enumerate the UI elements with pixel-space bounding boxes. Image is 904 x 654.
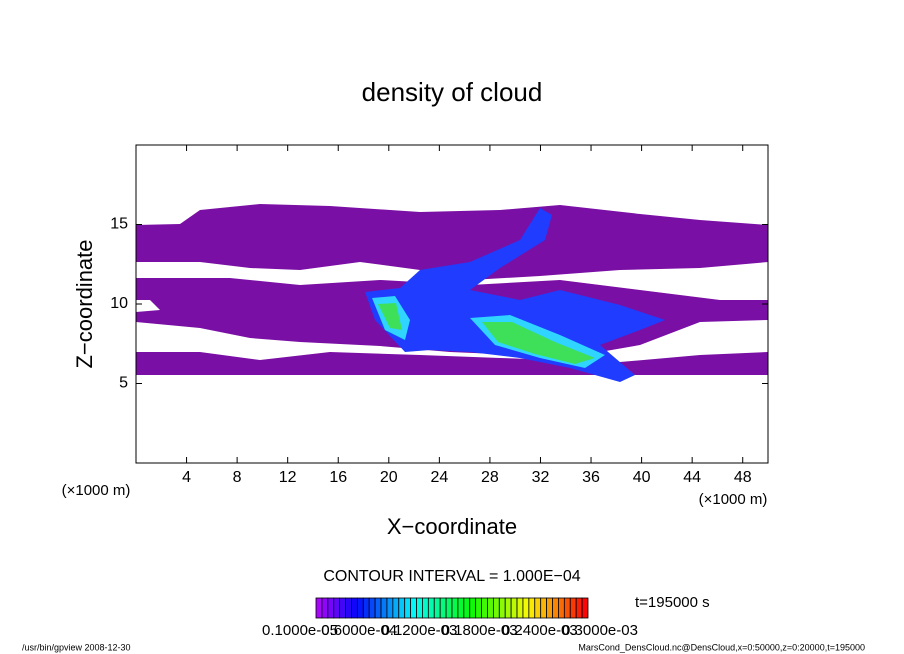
- colorbar-cell: [398, 597, 406, 619]
- x-tick-label: 24: [430, 469, 448, 486]
- chart-title: density of cloud: [362, 77, 543, 107]
- colorbar-cell: [410, 597, 417, 619]
- colorbar-cell: [563, 597, 571, 619]
- x-unit-label: (×1000 m): [699, 491, 768, 508]
- x-axis-label: X−coordinate: [387, 514, 517, 539]
- x-tick-label: 8: [233, 469, 242, 486]
- colorbar-cell: [569, 597, 577, 619]
- colorbar-cell: [351, 597, 358, 619]
- colorbar-cell: [356, 597, 364, 619]
- x-tick-label: 28: [481, 469, 499, 486]
- colorbar-tick-label: 0.1800e-03: [442, 622, 518, 639]
- colorbar-cell: [392, 597, 400, 619]
- colorbar-cell: [581, 597, 589, 619]
- colorbar-cell: [333, 597, 341, 619]
- colorbar-cell: [504, 597, 512, 619]
- colorbar-cell: [510, 597, 518, 619]
- colorbar-cell: [315, 597, 323, 619]
- colorbar-cell: [540, 597, 548, 619]
- cloud-field: [136, 204, 768, 382]
- colorbar-cell: [380, 597, 388, 619]
- colorbar-cell: [427, 597, 435, 619]
- y-tick-label: 5: [119, 375, 128, 392]
- x-tick-label: 44: [683, 469, 701, 486]
- colorbar-cell: [487, 597, 494, 619]
- x-tick-label: 4: [182, 469, 191, 486]
- cloud-core: [378, 303, 595, 364]
- colorbar-cell: [321, 597, 329, 619]
- colorbar-cell: [558, 597, 565, 619]
- colorbar-tick-label: 0.1200e-03: [381, 622, 457, 639]
- cloud-region: [136, 352, 768, 375]
- x-tick-label: 36: [582, 469, 600, 486]
- colorbar-tick-label: 0.1000e-05: [262, 622, 338, 639]
- colorbar-cell: [339, 597, 346, 619]
- colorbar: 0.1000e-050.6000e-040.1200e-030.1800e-03…: [262, 597, 638, 639]
- cloud-region: [136, 204, 768, 280]
- colorbar-cell: [492, 597, 500, 619]
- colorbar-cell: [552, 597, 559, 619]
- colorbar-cell: [345, 597, 352, 619]
- colorbar-cell: [481, 597, 488, 619]
- colorbar-cell: [445, 597, 453, 619]
- colorbar-cell: [516, 597, 524, 619]
- x-tick-label: 40: [633, 469, 651, 486]
- colorbar-cell: [575, 597, 583, 619]
- x-tick-label: 16: [329, 469, 347, 486]
- y-axis-label: Z−coordinate: [72, 239, 97, 368]
- time-label: t=195000 s: [635, 594, 710, 611]
- footer-right: MarsCond_DensCloud.nc@DensCloud,x=0:5000…: [578, 642, 865, 652]
- colorbar-cell: [439, 597, 447, 619]
- colorbar-tick-label: 0.2400e-03: [502, 622, 578, 639]
- colorbar-cell: [534, 597, 542, 619]
- colorbar-cell: [522, 597, 530, 619]
- colorbar-cell: [451, 597, 459, 619]
- colorbar-cell: [327, 597, 335, 619]
- y-tick-label: 10: [110, 295, 128, 312]
- contour-interval: CONTOUR INTERVAL = 1.000E−04: [323, 568, 580, 585]
- footer-left: /usr/bin/gpview 2008-12-30: [22, 642, 131, 652]
- x-tick-label: 12: [279, 469, 297, 486]
- x-tick-label: 32: [532, 469, 550, 486]
- y-tick-label: 15: [110, 216, 128, 233]
- colorbar-cell: [416, 597, 423, 619]
- cloud-core: [365, 208, 665, 382]
- colorbar-cell: [475, 597, 482, 619]
- colorbar-cell: [362, 597, 370, 619]
- colorbar-tick-label: 0.3000e-03: [562, 622, 638, 639]
- colorbar-cell: [386, 597, 394, 619]
- x-tick-label: 20: [380, 469, 398, 486]
- colorbar-cell: [546, 597, 553, 619]
- colorbar-cell: [457, 597, 465, 619]
- x-unit-label: (×1000 m): [62, 482, 131, 499]
- colorbar-cell: [422, 597, 429, 619]
- x-tick-label: 48: [734, 469, 752, 486]
- colorbar-cell: [469, 597, 477, 619]
- colorbar-cell: [404, 597, 412, 619]
- colorbar-cell: [498, 597, 506, 619]
- colorbar-cell: [368, 597, 376, 619]
- colorbar-cell: [528, 597, 536, 619]
- colorbar-cell: [463, 597, 471, 619]
- colorbar-cell: [433, 597, 441, 619]
- colorbar-tick-label: 0.6000e-04: [321, 622, 397, 639]
- colorbar-cell: [374, 597, 382, 619]
